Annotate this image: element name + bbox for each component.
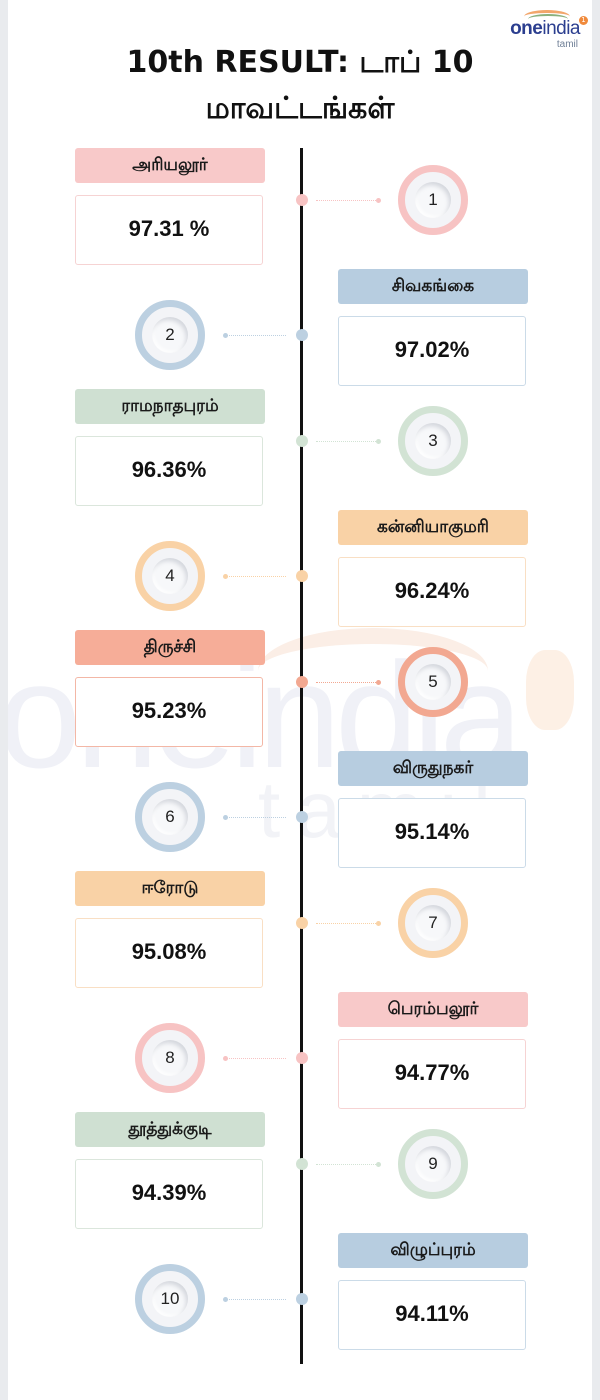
rank-badge: 10 — [135, 1263, 205, 1334]
rank-badge-inner — [152, 1280, 188, 1317]
logo-sub: tamil — [556, 39, 578, 50]
page-title: 10th RESULT: டாப் 10 மாவட்டங்கள் — [8, 40, 592, 132]
title-line-2: மாவட்டங்கள் — [205, 91, 395, 126]
district-label: விருதுநகர் — [338, 750, 528, 786]
rank-badge-inner — [152, 1039, 188, 1076]
connector-end-dot — [375, 1162, 381, 1167]
rank-badge: 3 — [398, 406, 468, 476]
connector-line — [225, 575, 286, 577]
timeline-dot — [295, 194, 308, 206]
district-label: விழுப்புரம் — [338, 1232, 528, 1268]
logo-swoosh-icon — [528, 14, 569, 24]
rank-badge-inner — [415, 905, 451, 941]
connector-line — [315, 441, 376, 442]
connector-line — [225, 1057, 286, 1059]
percent-card: 94.77% — [338, 1038, 526, 1109]
district-label: சிவகங்கை — [338, 268, 528, 304]
timeline-dot — [295, 569, 308, 582]
connector-line — [315, 923, 376, 924]
rank-badge-inner — [415, 423, 451, 459]
timeline-dot — [295, 435, 308, 447]
timeline-dot — [295, 328, 308, 341]
percent-card: 94.11% — [338, 1279, 526, 1350]
connector-line — [225, 816, 286, 818]
percent-card: 96.36% — [75, 436, 263, 506]
rank-badge-inner — [152, 316, 188, 353]
rank-number: 6 — [165, 806, 175, 826]
rank-badge: 5 — [398, 647, 468, 717]
district-label: ராமநாதபுரம் — [75, 389, 265, 424]
watermark-sun-icon — [526, 650, 574, 730]
rank-number: 4 — [165, 565, 175, 585]
rank-badge: 2 — [135, 299, 205, 370]
rank-badge: 6 — [135, 781, 205, 852]
connector-line — [315, 1164, 376, 1165]
rank-badge-inner — [152, 798, 188, 835]
rank-badge: 1 — [398, 165, 468, 235]
rank-badge-inner — [415, 182, 451, 218]
percent-card: 95.23% — [75, 677, 263, 747]
timeline-dot — [295, 810, 308, 823]
district-label: கன்னியாகுமரி — [338, 509, 528, 545]
connector-end-dot — [222, 814, 228, 820]
rank-number: 3 — [428, 431, 438, 450]
rank-number: 2 — [165, 324, 175, 344]
rank-badge: 8 — [135, 1022, 205, 1093]
timeline-dot — [295, 1051, 308, 1064]
connector-end-dot — [375, 680, 381, 685]
district-label: திருச்சி — [75, 630, 265, 665]
connector-end-dot — [375, 198, 381, 203]
rank-number: 5 — [428, 672, 438, 691]
connector-end-dot — [375, 439, 381, 444]
percent-card: 97.31 % — [75, 195, 263, 265]
district-label: அரியலூர் — [75, 148, 265, 183]
district-label: தூத்துக்குடி — [75, 1112, 265, 1147]
percent-card: 95.08% — [75, 918, 263, 988]
connector-end-dot — [222, 1296, 228, 1302]
rank-badge: 7 — [398, 888, 468, 958]
rank-number: 1 — [428, 190, 438, 209]
percent-card: 95.14% — [338, 797, 526, 868]
connector-line — [225, 334, 286, 336]
timeline-dot — [295, 1292, 308, 1305]
logo-badge: 1 — [579, 16, 588, 25]
title-line-1: 10th RESULT: டாப் 10 — [126, 45, 474, 80]
logo-swoosh-icon — [524, 10, 571, 23]
percent-card: 97.02% — [338, 315, 526, 386]
percent-card: 96.24% — [338, 556, 526, 627]
rank-number: 7 — [428, 913, 438, 932]
rank-badge: 4 — [135, 540, 205, 611]
rank-badge: 9 — [398, 1129, 468, 1199]
rank-number: 10 — [160, 1288, 180, 1308]
oneindia-logo: oneindia tamil 1 — [510, 10, 588, 50]
connector-end-dot — [375, 921, 381, 926]
district-label: பெரம்பலூர் — [338, 991, 528, 1027]
connector-end-dot — [222, 1055, 228, 1061]
rank-badge-inner — [152, 557, 188, 594]
percent-card: 94.39% — [75, 1159, 263, 1229]
connector-end-dot — [222, 332, 228, 338]
rank-number: 9 — [428, 1154, 438, 1173]
rank-number: 8 — [165, 1047, 175, 1067]
connector-line — [225, 1298, 286, 1300]
infographic: oneindia tamil oneindia tamil 1 10th RES… — [8, 0, 592, 1400]
timeline-dot — [295, 1158, 308, 1170]
rank-badge-inner — [415, 664, 451, 700]
district-label: ஈரோடு — [75, 871, 265, 906]
connector-line — [315, 200, 376, 201]
rank-badge-inner — [415, 1146, 451, 1182]
timeline-dot — [295, 676, 308, 688]
timeline-dot — [295, 917, 308, 929]
connector-end-dot — [222, 573, 228, 579]
connector-line — [315, 682, 376, 683]
timeline-axis — [300, 148, 303, 1364]
